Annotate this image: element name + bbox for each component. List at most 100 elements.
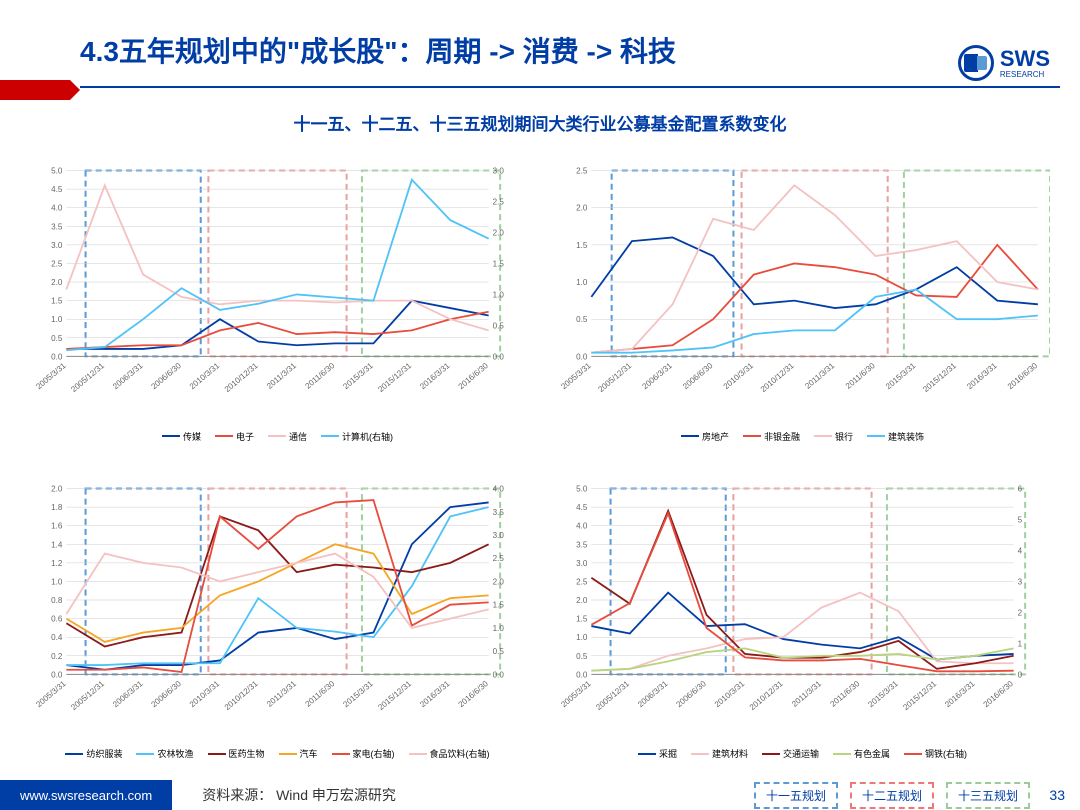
chart-svg: 0.00.51.01.52.02.52005/3/312005/12/31200… (555, 145, 1050, 443)
red-arrow-decoration (0, 80, 70, 100)
svg-text:2015/3/31: 2015/3/31 (884, 361, 918, 391)
svg-text:2016/3/31: 2016/3/31 (418, 361, 452, 391)
svg-text:1.5: 1.5 (493, 259, 505, 268)
svg-text:1.8: 1.8 (51, 503, 63, 512)
chart-tl: 0.00.51.01.52.02.53.03.54.04.55.00.00.51… (30, 145, 525, 443)
chart-bl: 0.00.20.40.60.81.01.21.41.61.82.00.00.51… (30, 463, 525, 761)
legend-item: 建筑装饰 (867, 430, 924, 443)
legend-item: 计算机(右轴) (321, 430, 393, 443)
svg-text:1.4: 1.4 (51, 540, 63, 549)
legend-item: 采掘 (638, 747, 677, 760)
svg-text:2010/3/31: 2010/3/31 (188, 678, 222, 708)
svg-text:0: 0 (1018, 670, 1023, 679)
svg-text:2005/12/31: 2005/12/31 (594, 678, 631, 711)
svg-text:3.0: 3.0 (51, 241, 63, 250)
svg-text:0.2: 0.2 (51, 651, 63, 660)
legend-item: 交通运输 (762, 747, 819, 760)
title-underline (80, 86, 1060, 88)
svg-text:1.5: 1.5 (576, 614, 588, 623)
svg-text:0.4: 0.4 (51, 633, 63, 642)
slide: 4.3五年规划中的"成长股"：周期 -> 消费 -> 科技 SWS RESEAR… (0, 0, 1080, 810)
chart-tr: 0.00.51.01.52.02.52005/3/312005/12/31200… (555, 145, 1050, 443)
svg-text:0.5: 0.5 (576, 315, 588, 324)
svg-text:0.0: 0.0 (51, 352, 63, 361)
svg-text:4.0: 4.0 (576, 521, 588, 530)
page-title: 4.3五年规划中的"成长股"：周期 -> 消费 -> 科技 (80, 30, 676, 70)
svg-text:1: 1 (1018, 639, 1023, 648)
svg-text:3.5: 3.5 (493, 507, 505, 516)
svg-text:0.0: 0.0 (576, 352, 588, 361)
svg-text:2006/6/30: 2006/6/30 (681, 361, 715, 391)
svg-text:3.5: 3.5 (576, 540, 588, 549)
legend-item: 汽车 (279, 747, 318, 760)
svg-text:2011/6/30: 2011/6/30 (829, 678, 862, 708)
svg-text:2010/3/31: 2010/3/31 (722, 361, 756, 391)
svg-text:2005/12/31: 2005/12/31 (69, 361, 106, 394)
svg-text:2005/3/31: 2005/3/31 (34, 678, 68, 708)
legend-item: 房地产 (681, 430, 729, 443)
svg-text:4.5: 4.5 (51, 185, 63, 194)
legend-item: 钢铁(右轴) (904, 747, 967, 760)
svg-text:2010/3/31: 2010/3/31 (713, 678, 747, 708)
svg-text:4.0: 4.0 (51, 204, 63, 213)
svg-text:1.6: 1.6 (51, 521, 63, 530)
plan-legend-item: 十三五规划 (946, 782, 1030, 809)
legend-item: 纺织服装 (65, 747, 122, 760)
svg-text:2005/3/31: 2005/3/31 (34, 361, 68, 391)
svg-text:2010/12/31: 2010/12/31 (759, 361, 796, 394)
svg-text:2015/3/31: 2015/3/31 (341, 361, 375, 391)
svg-text:2005/12/31: 2005/12/31 (69, 678, 106, 711)
legend-item: 医药生物 (208, 747, 265, 760)
svg-text:2006/3/31: 2006/3/31 (636, 678, 670, 708)
charts-grid: 0.00.51.01.52.02.53.03.54.04.55.00.00.51… (30, 145, 1050, 760)
svg-text:2.5: 2.5 (493, 198, 505, 207)
svg-text:2.0: 2.0 (576, 204, 588, 213)
svg-text:2.5: 2.5 (576, 167, 588, 176)
svg-text:2016/6/30: 2016/6/30 (457, 678, 491, 708)
svg-text:2.5: 2.5 (576, 577, 588, 586)
svg-text:2: 2 (1018, 608, 1023, 617)
legend-item: 银行 (814, 430, 853, 443)
svg-text:2011/3/31: 2011/3/31 (803, 361, 836, 391)
legend-item: 有色金属 (833, 747, 890, 760)
svg-text:0.5: 0.5 (51, 334, 63, 343)
svg-text:6: 6 (1018, 484, 1023, 493)
legend-item: 食品饮料(右轴) (409, 747, 490, 760)
footer: www.swsresearch.com 资料来源： Wind 申万宏源研究 十一… (0, 780, 1080, 810)
svg-text:0.0: 0.0 (493, 352, 505, 361)
svg-text:2016/6/30: 2016/6/30 (457, 361, 491, 391)
svg-text:2015/12/31: 2015/12/31 (376, 678, 413, 711)
svg-text:1.5: 1.5 (493, 600, 505, 609)
svg-text:2005/3/31: 2005/3/31 (559, 361, 593, 391)
svg-text:1.0: 1.0 (576, 278, 588, 287)
legend-item: 传媒 (162, 430, 201, 443)
svg-text:2011/3/31: 2011/3/31 (265, 361, 298, 391)
chart-legend: 采掘建筑材料交通运输有色金属钢铁(右轴) (555, 747, 1050, 760)
svg-text:2006/6/30: 2006/6/30 (675, 678, 709, 708)
svg-text:3.0: 3.0 (576, 558, 588, 567)
chart-legend: 传媒电子通信计算机(右轴) (30, 430, 525, 443)
svg-text:1.2: 1.2 (51, 558, 63, 567)
svg-text:2.0: 2.0 (51, 484, 63, 493)
svg-text:0.0: 0.0 (493, 670, 505, 679)
svg-text:2016/3/31: 2016/3/31 (943, 678, 977, 708)
chart-svg: 0.00.20.40.60.81.01.21.41.61.82.00.00.51… (30, 463, 525, 761)
svg-text:3: 3 (1018, 577, 1023, 586)
svg-text:5: 5 (1018, 515, 1023, 524)
svg-text:0.0: 0.0 (576, 670, 588, 679)
svg-text:2006/6/30: 2006/6/30 (150, 678, 184, 708)
svg-text:1.0: 1.0 (51, 315, 63, 324)
svg-text:2010/12/31: 2010/12/31 (223, 361, 260, 394)
svg-text:2011/3/31: 2011/3/31 (790, 678, 823, 708)
svg-text:2016/3/31: 2016/3/31 (965, 361, 999, 391)
svg-text:4.5: 4.5 (576, 503, 588, 512)
svg-text:2.0: 2.0 (493, 577, 505, 586)
svg-text:2011/6/30: 2011/6/30 (304, 361, 337, 391)
chart-legend: 纺织服装农林牧渔医药生物汽车家电(右轴)食品饮料(右轴) (30, 747, 525, 760)
svg-text:2005/3/31: 2005/3/31 (559, 678, 593, 708)
svg-text:1.5: 1.5 (51, 297, 63, 306)
plan-legend-item: 十一五规划 (754, 782, 838, 809)
legend-item: 电子 (215, 430, 254, 443)
svg-text:2011/6/30: 2011/6/30 (304, 678, 337, 708)
footer-plan-legend: 十一五规划十二五规划十三五规划 (754, 782, 1030, 809)
